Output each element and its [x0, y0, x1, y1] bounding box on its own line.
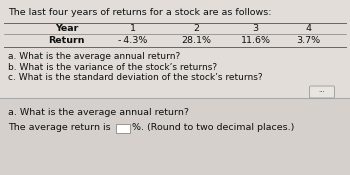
- Text: The last four years of returns for a stock are as follows:: The last four years of returns for a sto…: [8, 8, 272, 17]
- Bar: [116, 124, 130, 132]
- Text: 2: 2: [193, 24, 199, 33]
- Text: 1: 1: [130, 24, 136, 33]
- Text: 11.6%: 11.6%: [240, 36, 271, 45]
- Text: 3: 3: [252, 24, 259, 33]
- Text: c. What is the standard deviation of the stock’s returns?: c. What is the standard deviation of the…: [8, 73, 262, 82]
- Text: The average return is: The average return is: [8, 124, 111, 132]
- Text: 4: 4: [305, 24, 311, 33]
- Text: Return: Return: [48, 36, 85, 45]
- Bar: [0, 0, 350, 98]
- Text: %. (Round to two decimal places.): %. (Round to two decimal places.): [132, 124, 294, 132]
- Text: - 4.3%: - 4.3%: [118, 36, 148, 45]
- FancyBboxPatch shape: [309, 86, 335, 98]
- Text: Year: Year: [55, 24, 78, 33]
- Text: a. What is the average annual return?: a. What is the average annual return?: [8, 108, 189, 117]
- Text: a. What is the average annual return?: a. What is the average annual return?: [8, 52, 180, 61]
- Text: 28.1%: 28.1%: [181, 36, 211, 45]
- Text: ···: ···: [318, 89, 326, 95]
- Bar: [0, 98, 350, 175]
- Text: 3.7%: 3.7%: [296, 36, 320, 45]
- Text: b. What is the variance of the stock’s returns?: b. What is the variance of the stock’s r…: [8, 62, 217, 72]
